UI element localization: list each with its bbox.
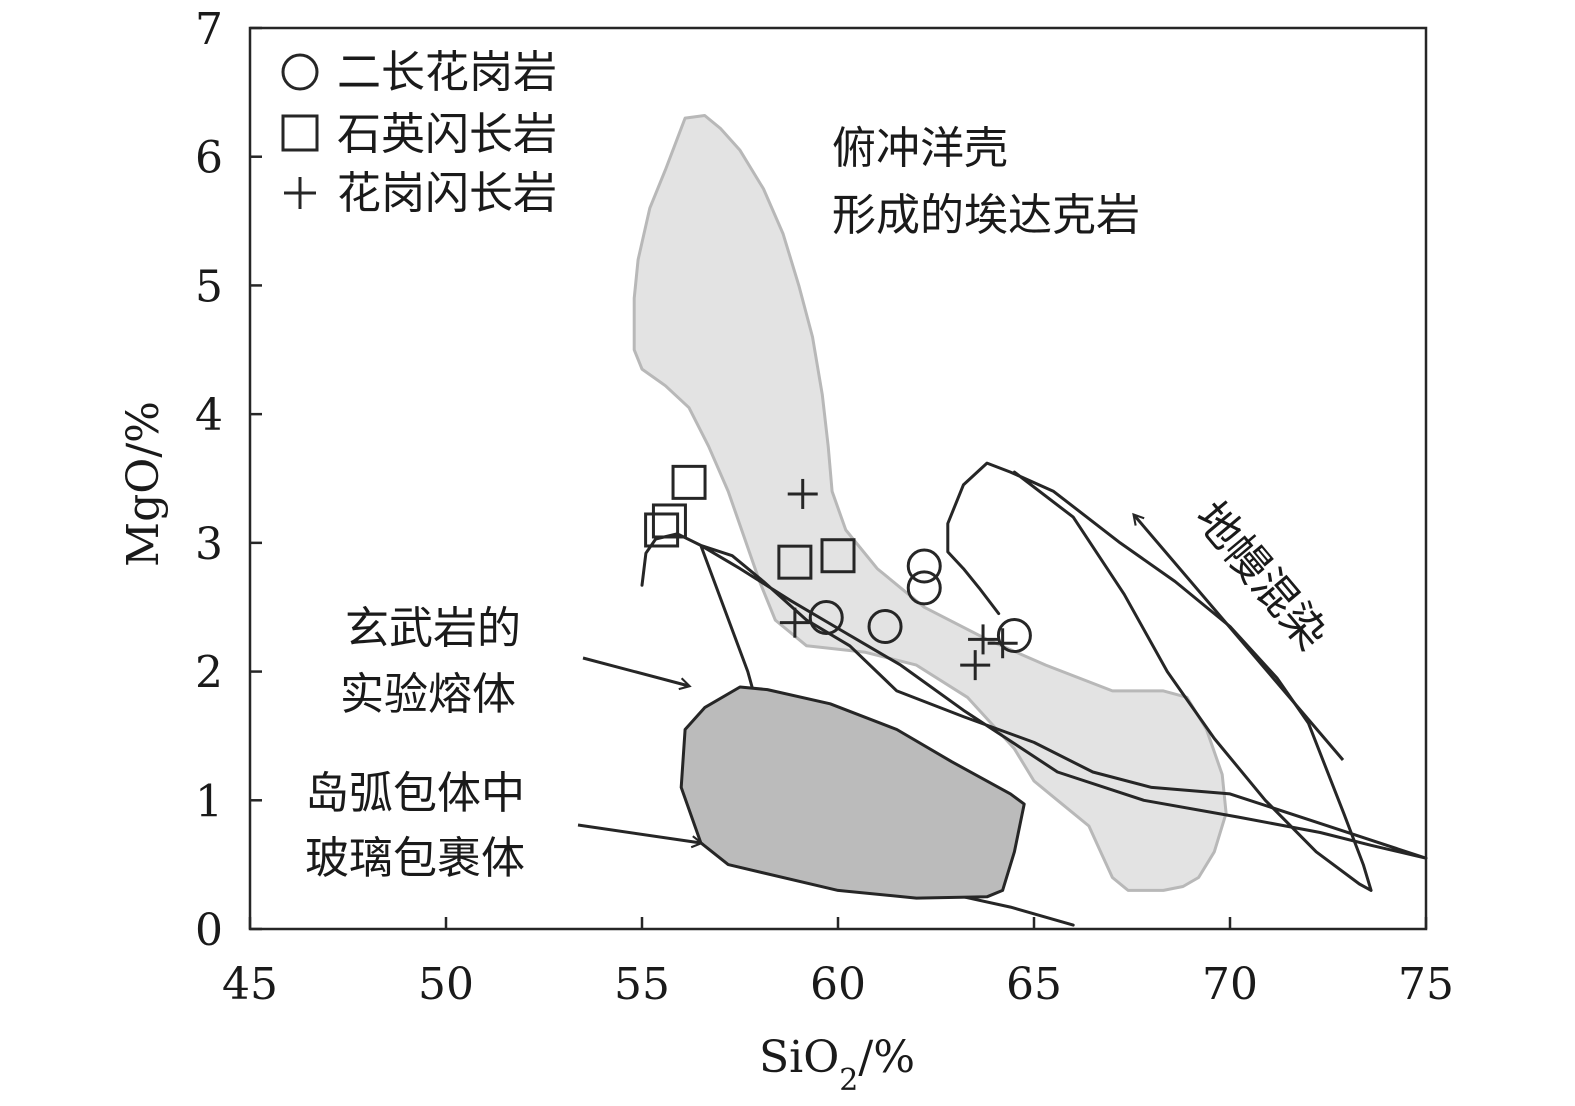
legend-label-monzogranite: 二长花岗岩 [337, 47, 557, 98]
y-tick-label: 5 [195, 261, 223, 312]
legend-plus-marker [284, 177, 316, 209]
annotation-glass-inclusion-line2: 玻璃包裹体 [305, 833, 525, 884]
x-tick-label: 70 [1202, 959, 1258, 1010]
point-monzogranite [808, 600, 844, 636]
y-tick-label: 3 [195, 519, 223, 570]
y-tick-label: 4 [195, 390, 223, 441]
regions-layer [632, 114, 1428, 927]
legend: 二长花岗岩 石英闪长岩 花岗闪长岩 [281, 47, 557, 219]
x-tick-label: 65 [1006, 959, 1062, 1010]
point-quartz-diorite [671, 464, 707, 500]
point-monzogranite [906, 570, 942, 606]
x-tick-label: 55 [614, 959, 670, 1010]
point-granodiorite [987, 628, 1018, 659]
annotation-glass-inclusion-arrow [577, 823, 704, 849]
region-adakite [632, 114, 1228, 892]
x-tick-label: 75 [1398, 959, 1454, 1010]
annotation-glass-inclusion-line1: 岛弧包体中 [305, 768, 525, 819]
x-tick-label: 45 [222, 959, 278, 1010]
point-monzogranite [867, 609, 903, 645]
legend-circle-marker [281, 53, 319, 91]
y-tick-label: 2 [195, 648, 223, 699]
x-axis-title: SiO2/% [759, 1032, 915, 1098]
legend-square-marker [281, 114, 319, 152]
annotation-adakite-line1: 俯冲洋壳 [832, 123, 1008, 174]
y-tick-label: 6 [195, 133, 223, 184]
region-mantle-contamination [946, 461, 1373, 892]
legend-label-quartz-diorite: 石英闪长岩 [337, 109, 557, 160]
annotation-mantle-contamination: 地幔混染 [1185, 492, 1337, 660]
point-granodiorite [968, 624, 999, 655]
point-quartz-diorite [644, 512, 680, 548]
x-tick-label: 50 [418, 959, 474, 1010]
point-granodiorite [787, 478, 818, 509]
points-layer [644, 464, 1032, 681]
point-granodiorite [779, 607, 810, 638]
point-quartz-diorite [777, 544, 813, 580]
y-tick-label: 1 [195, 776, 223, 827]
annotation-adakite-line2: 形成的埃达克岩 [832, 190, 1140, 241]
y-axis-title: MgO/% [118, 401, 169, 567]
point-quartz-diorite [651, 503, 687, 539]
y-tick-label: 0 [195, 905, 223, 956]
y-tick-label: 7 [195, 4, 223, 55]
legend-label-granodiorite: 花岗闪长岩 [337, 168, 557, 219]
annotation-basalt-melt-arrow [582, 656, 692, 691]
point-monzogranite [906, 548, 942, 584]
region-glass-inclusion [679, 685, 1026, 900]
point-quartz-diorite [820, 538, 856, 574]
annotation-basalt-melt-line2: 实验熔体 [340, 669, 516, 720]
annotation-mantle-arrow [1132, 512, 1345, 761]
point-monzogranite [996, 618, 1032, 654]
x-tick-label: 60 [810, 959, 866, 1010]
point-granodiorite [960, 650, 991, 681]
annotation-basalt-melt-line1: 玄武岩的 [345, 603, 521, 654]
